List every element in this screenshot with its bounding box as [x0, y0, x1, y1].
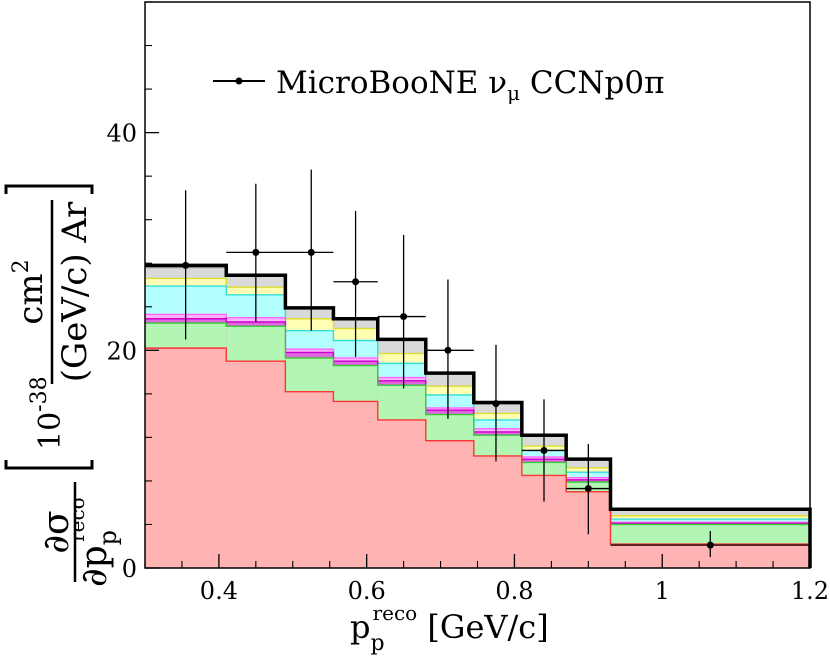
y-title-right-bracket	[4, 184, 94, 194]
stack-bar	[377, 419, 426, 568]
data-point	[252, 248, 260, 256]
y-tick-label: 0	[122, 555, 137, 583]
data-point	[307, 248, 315, 256]
stack-bar	[333, 401, 378, 568]
y-tick-label: 40	[106, 120, 137, 148]
y-title-numerator: ∂σ	[36, 510, 77, 553]
y-title-unit-num-sup: 2	[9, 259, 34, 273]
legend-label-part: CCNp0π	[520, 65, 664, 101]
x-axis-title: ppreco [GeV/c]	[350, 601, 549, 656]
stacked-histogram	[145, 266, 810, 568]
axis-ticks: 0.4 0.6 0.8 1 1.2 0 20 40	[106, 1, 829, 605]
stack-bar	[425, 440, 474, 568]
legend-marker-dot	[235, 77, 243, 85]
y-title-factor-base: 10	[33, 412, 68, 450]
y-title-unit-den-part: (GeV/c) Ar	[55, 201, 95, 382]
data-point	[182, 261, 190, 269]
x-tick-label: 1.2	[791, 577, 829, 605]
y-title-den-part: ∂p	[74, 545, 115, 587]
total-prediction-outline	[145, 263, 812, 568]
stack-bar	[285, 391, 334, 568]
y-axis-title: ∂σ ∂ppreco 10-38 cm2 (GeV/c) Ar	[4, 184, 122, 587]
legend-label-part: MicroBooNE	[276, 65, 488, 101]
data-point	[706, 541, 714, 549]
x-title-sub: p	[370, 631, 384, 656]
y-tick-label: 20	[106, 337, 137, 365]
y-title-left-bracket	[4, 460, 94, 470]
y-title-den-sub: p	[94, 530, 122, 545]
legend: MicroBooNE νμ CCNp0π	[213, 65, 664, 105]
y-title-unit-num-part: cm	[11, 273, 51, 324]
data-points	[145, 169, 810, 558]
x-tick-label: 0.8	[495, 577, 533, 605]
x-title-unit: [GeV/c]	[417, 608, 548, 646]
x-title-sup: reco	[373, 601, 418, 625]
data-point	[400, 313, 408, 321]
stack-bar	[226, 361, 286, 568]
total-outline	[145, 263, 812, 568]
data-point	[352, 278, 360, 286]
y-title-num-part: ∂σ	[36, 510, 77, 553]
data-point	[444, 346, 452, 354]
legend-entry: MicroBooNE νμ CCNp0π	[276, 65, 664, 105]
y-title-factor-exp: -38	[27, 376, 52, 411]
legend-nu: ν	[488, 65, 507, 101]
y-title-factor: 10-38	[27, 376, 68, 450]
x-tick-label: 0.4	[200, 577, 238, 605]
x-tick-label: 0.6	[348, 577, 386, 605]
stack-bar	[145, 348, 227, 568]
data-point	[540, 446, 548, 454]
stack-bar	[473, 455, 522, 568]
data-point	[492, 400, 500, 408]
y-title-unit-numerator: cm2	[9, 259, 51, 324]
legend-mu-subscript: μ	[507, 81, 520, 105]
x-tick-label: 1	[655, 577, 670, 605]
y-title-unit-denominator: (GeV/c) Ar	[55, 201, 95, 382]
data-point	[584, 485, 592, 493]
y-title-denominator: ∂ppreco	[65, 497, 122, 587]
x-title-p: p	[350, 608, 370, 646]
y-title-den-sup: reco	[65, 497, 89, 542]
